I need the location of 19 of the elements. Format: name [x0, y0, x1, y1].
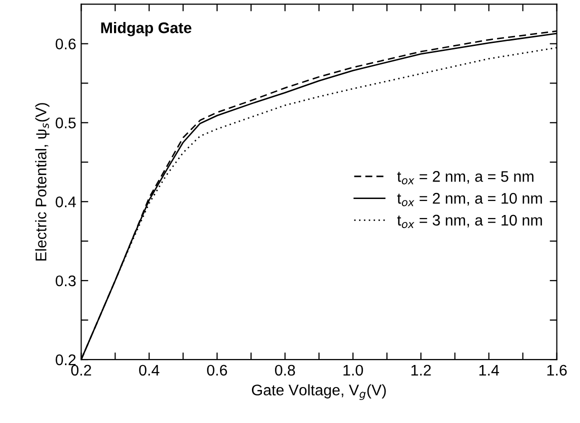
legend-label: t$_{ox}$ = 3 nm, a = 10 nm	[397, 214, 542, 228]
y-tick-label: 0.3	[56, 275, 76, 286]
y-tick-label: 0.2	[56, 354, 76, 366]
x-tick-label: 1.2	[411, 364, 431, 376]
y-tick-label: 0.6	[56, 38, 76, 50]
y-axis-title: Electric Potential, ψ$_{s}$(V)	[35, 103, 50, 261]
annotation: Midgap Gate	[101, 22, 192, 36]
x-tick-label: 0.2	[71, 364, 92, 376]
x-tick-label: 1.0	[344, 364, 363, 376]
y-tick-label: 0.4	[56, 196, 76, 208]
y-tick-label: 0.5	[56, 118, 76, 128]
x-tick-label: 1.4	[479, 364, 500, 376]
x-tick-label: 1.6	[547, 364, 567, 376]
x-tick-label: 0.4	[139, 364, 160, 376]
legend-label: t$_{ox}$ = 2 nm, a = 10 nm	[397, 192, 542, 206]
x-tick-label: 0.8	[275, 364, 295, 376]
x-tick-label: 0.6	[207, 364, 228, 376]
x-axis-title: Gate Voltage, V$_{g}$(V)	[252, 384, 386, 400]
legend-label: t$_{ox}$ = 2 nm, a = 5 nm	[397, 171, 534, 184]
